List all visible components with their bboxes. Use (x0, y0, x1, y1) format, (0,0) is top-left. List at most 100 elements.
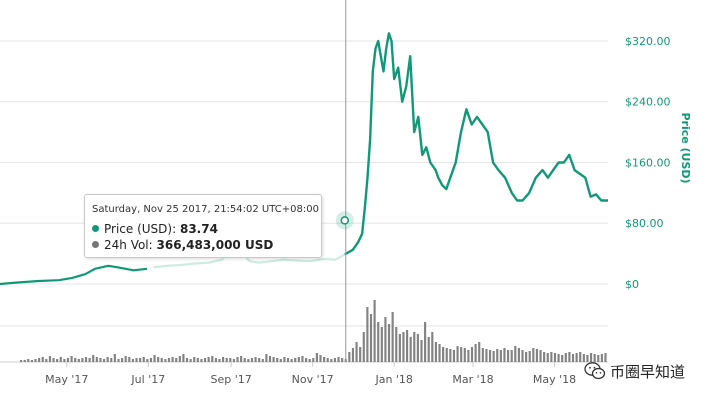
volume-bar (240, 356, 243, 362)
volume-bar (59, 357, 62, 362)
volume-bar (139, 358, 142, 362)
volume-bar (571, 354, 575, 362)
volume-bar (95, 357, 98, 362)
volume-bar (449, 349, 452, 362)
hover-point (340, 216, 350, 225)
x-axis-ticks: May '17 Jul '17 Sep '17 Nov '17 Jan '18 Mar '… (45, 362, 576, 386)
volume-bar (167, 358, 171, 362)
volume-bar (286, 358, 290, 362)
volume-bar (355, 342, 358, 362)
volume-bar (193, 357, 196, 362)
volume-bar (333, 358, 337, 362)
price-line-faded (153, 249, 346, 269)
volume-bar (488, 350, 492, 362)
x-tick-label: Jul '17 (130, 373, 165, 386)
volume-bar (575, 353, 578, 362)
volume-bar (546, 353, 549, 362)
watermark-text: 币圈早知道 (610, 362, 686, 381)
volume-bar (535, 349, 539, 362)
volume-bar (232, 359, 235, 362)
volume-bar (265, 354, 268, 362)
volume-bar (341, 358, 344, 362)
tooltip-date: Saturday, Nov 25 2017, 21:54:02 UTC+08:0… (92, 204, 319, 215)
volume-bar (539, 350, 542, 362)
volume-bar (110, 358, 113, 362)
volume-bar (579, 352, 582, 362)
volume-bar (337, 357, 340, 362)
volume-bar (553, 353, 557, 362)
volume-bar (517, 348, 520, 362)
volume-bar (409, 337, 412, 362)
wechat-icon (584, 362, 606, 380)
x-tick-label: May '18 (533, 373, 576, 386)
volume-bar (326, 358, 329, 362)
x-tick-label: Nov '17 (292, 373, 334, 386)
volume-bar (175, 358, 178, 362)
volume-bar (254, 357, 257, 362)
volume-bar (561, 355, 564, 362)
volume-bar (427, 337, 430, 362)
volume-bar (604, 353, 607, 362)
volume-bar (34, 359, 37, 362)
volume-bar (81, 358, 84, 362)
tooltip-price-row: Price (USD): 83.74 (92, 222, 218, 236)
tooltip-volume-label: 24h Vol: (104, 238, 153, 252)
volume-bar (27, 359, 30, 362)
volume-bar (499, 350, 502, 362)
tooltip-volume-value: 366,483,000 USD (156, 238, 274, 252)
volume-bar (157, 357, 160, 362)
volume-bar (66, 358, 70, 362)
volume-bar (506, 350, 510, 362)
volume-bar (63, 359, 66, 362)
volume-bar (564, 353, 567, 362)
volume-bar (121, 358, 124, 362)
volume-bar (481, 348, 484, 362)
volume-bar (600, 354, 603, 362)
volume-bar (315, 353, 318, 362)
volume-bar (424, 322, 427, 362)
volume-bar (304, 358, 308, 362)
x-tick-label: Jan '18 (374, 373, 412, 386)
volume-bar (586, 355, 589, 362)
price-line-group (0, 32, 608, 286)
volume-bar (131, 359, 134, 362)
y-tick-label: $0 (625, 278, 639, 291)
price-dot-icon (92, 225, 99, 232)
volume-bar (485, 349, 488, 362)
volume-bar (557, 354, 560, 362)
volume-bar (478, 342, 481, 362)
volume-bar (164, 359, 167, 362)
volume-bar (496, 349, 499, 362)
volume-bar (532, 348, 535, 362)
volume-bar (70, 356, 73, 362)
volume-bar (200, 359, 203, 362)
volume-bar (52, 358, 55, 362)
volume-bar (84, 357, 88, 362)
watermark: 币圈早知道 (584, 359, 685, 383)
volume-bar (362, 332, 365, 362)
volume-bar (470, 347, 474, 362)
volume-bar (460, 347, 463, 362)
volume-bar (308, 359, 311, 362)
volume-bar (597, 355, 600, 362)
tooltip-volume-row: 24h Vol: 366,483,000 USD (92, 238, 273, 252)
volume-bar (550, 352, 553, 362)
volume-bar (135, 358, 138, 362)
volume-bar (276, 358, 279, 362)
price-line (0, 264, 148, 286)
volume-bar (149, 358, 153, 362)
y-tick-label: $240.00 (625, 96, 671, 109)
volume-bar (301, 356, 304, 362)
volume-bar (452, 350, 456, 362)
volume-bar (92, 355, 95, 362)
volume-bar (207, 357, 210, 362)
volume-bar (77, 359, 80, 362)
volume-bar (377, 322, 380, 362)
volume-bar (398, 334, 401, 362)
volume-bar (312, 358, 315, 362)
volume-bar (384, 317, 387, 362)
volume-bar (88, 358, 91, 362)
price-line (344, 32, 608, 256)
volume-bar (250, 358, 254, 362)
